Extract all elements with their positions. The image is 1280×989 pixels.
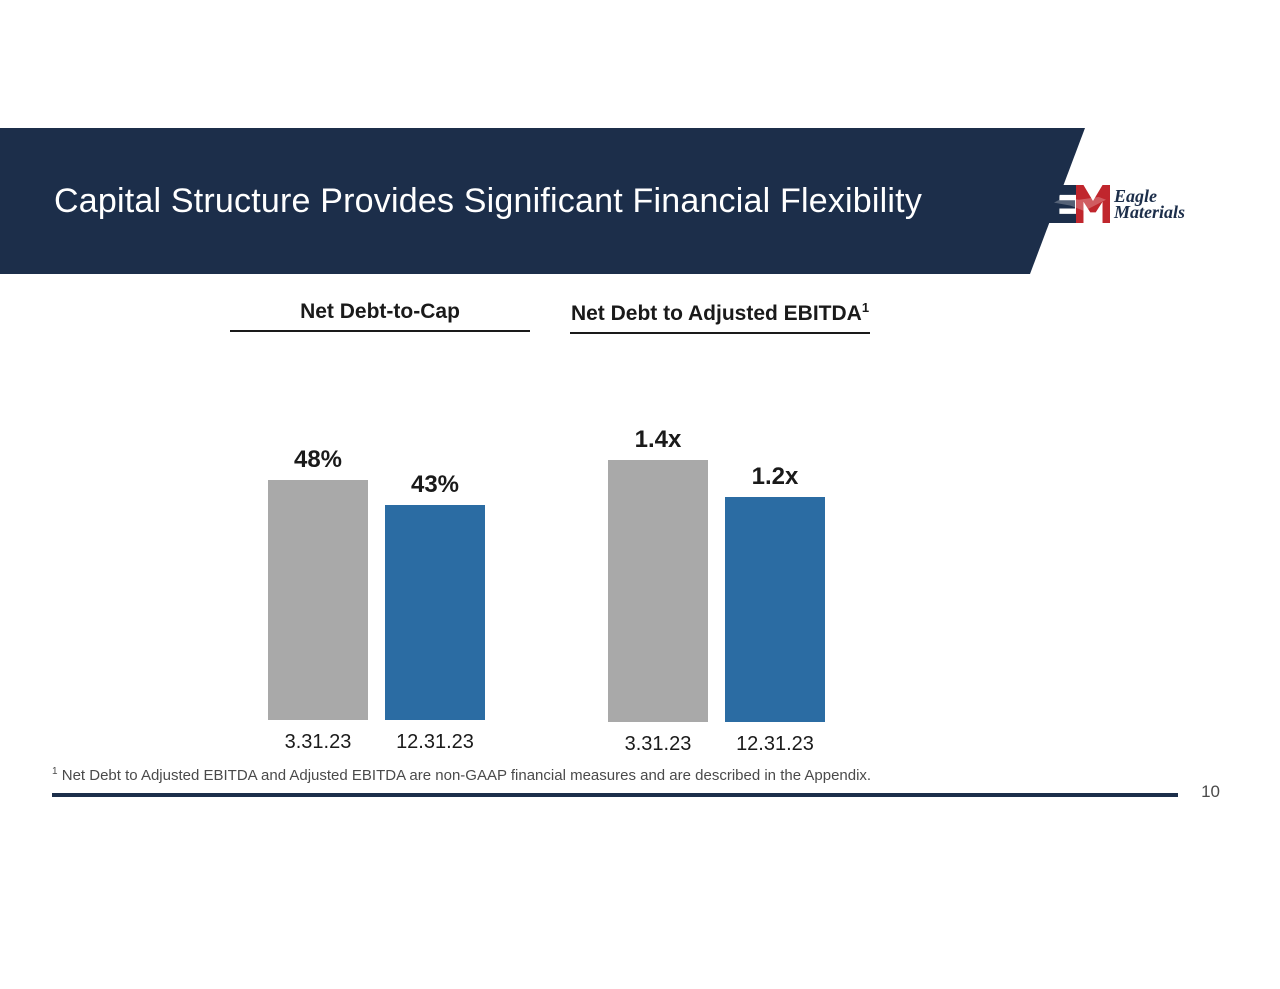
chart-plot: 1.4x 3.31.23 1.2x 12.31.23 xyxy=(570,394,870,755)
bar-category-label: 12.31.23 xyxy=(385,731,485,754)
bar-value-label: 1.2x xyxy=(725,463,825,491)
eagle-logo-mark-icon xyxy=(1048,185,1106,223)
footnote-text: Net Debt to Adjusted EBITDA and Adjusted… xyxy=(62,767,871,784)
bar-rect xyxy=(725,497,825,722)
footer-rule xyxy=(52,793,1178,797)
chart-bar: 1.4x 3.31.23 xyxy=(608,460,708,723)
brand-line2: Materials xyxy=(1114,203,1185,221)
chart-net-debt-to-ebitda: Net Debt to Adjusted EBITDA1 1.4x 3.31.2… xyxy=(570,300,870,755)
chart-bar: 43% 12.31.23 xyxy=(385,505,485,720)
brand-logo: Eagle Materials xyxy=(1048,185,1188,229)
charts-region: Net Debt-to-Cap 48% 3.31.23 43% 12.31.23… xyxy=(230,300,880,740)
chart-bar: 1.2x 12.31.23 xyxy=(725,497,825,722)
bar-value-label: 48% xyxy=(268,446,368,474)
bar-rect xyxy=(385,505,485,720)
footnote-marker: 1 xyxy=(52,766,58,777)
footnote: 1 Net Debt to Adjusted EBITDA and Adjust… xyxy=(52,766,1178,785)
chart-title: Net Debt-to-Cap xyxy=(230,300,530,332)
title-band: Capital Structure Provides Significant F… xyxy=(0,128,1030,274)
chart-title: Net Debt to Adjusted EBITDA1 xyxy=(570,300,870,334)
bar-value-label: 1.4x xyxy=(608,426,708,454)
bar-category-label: 3.31.23 xyxy=(608,733,708,756)
bar-category-label: 12.31.23 xyxy=(725,733,825,756)
chart-title-super: 1 xyxy=(862,300,869,315)
bar-rect xyxy=(608,460,708,723)
chart-title-text: Net Debt to Adjusted EBITDA xyxy=(571,302,862,325)
footnote-area: 1 Net Debt to Adjusted EBITDA and Adjust… xyxy=(52,766,1178,797)
bar-category-label: 3.31.23 xyxy=(268,731,368,754)
brand-logo-text: Eagle Materials xyxy=(1114,187,1185,221)
bar-rect xyxy=(268,480,368,720)
chart-net-debt-to-cap: Net Debt-to-Cap 48% 3.31.23 43% 12.31.23 xyxy=(230,300,530,753)
bar-value-label: 43% xyxy=(385,471,485,499)
chart-bar: 48% 3.31.23 xyxy=(268,480,368,720)
chart-plot: 48% 3.31.23 43% 12.31.23 xyxy=(230,392,530,753)
slide-title: Capital Structure Provides Significant F… xyxy=(54,182,922,221)
page-number: 10 xyxy=(1201,782,1220,802)
